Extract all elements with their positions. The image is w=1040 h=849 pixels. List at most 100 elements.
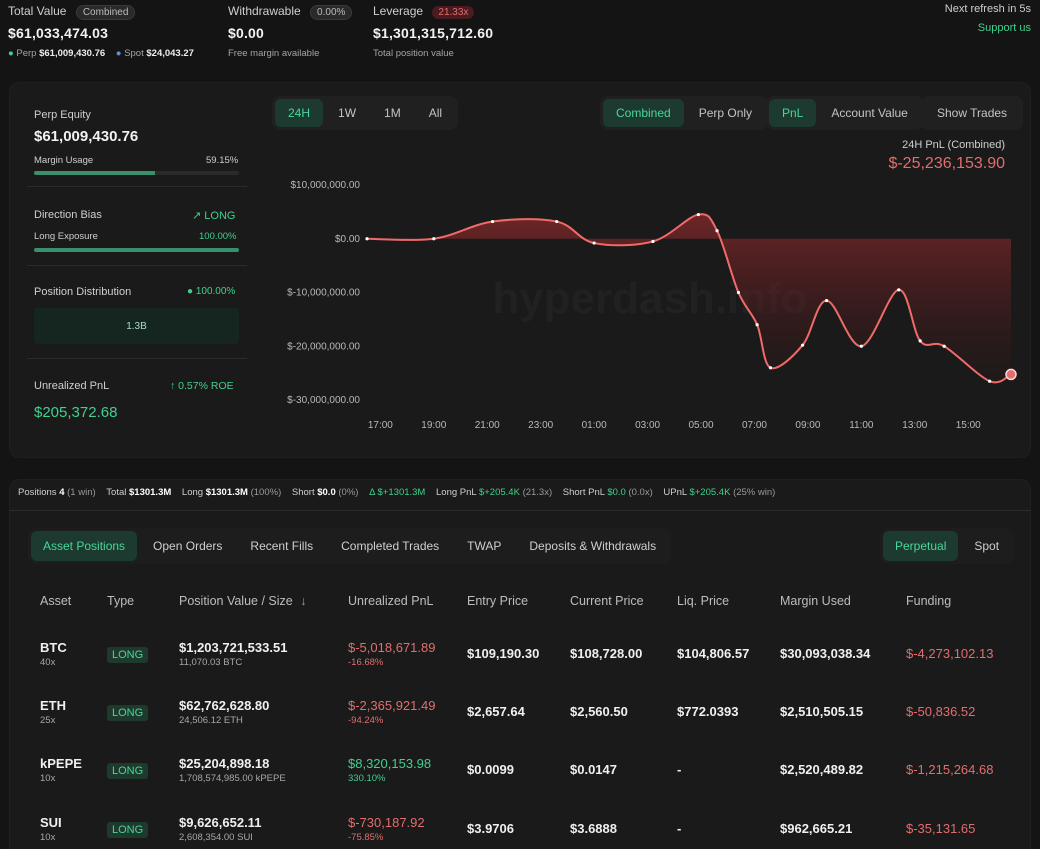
delta-label: Δ xyxy=(369,487,375,498)
metric-account-value-button[interactable]: Account Value xyxy=(831,106,908,120)
asset-symbol[interactable]: ETH xyxy=(40,698,66,713)
x-tick-label: 23:00 xyxy=(528,420,553,431)
leverage-block: Leverage 21.33x xyxy=(373,4,475,19)
col-funding[interactable]: Funding xyxy=(906,594,952,608)
x-tick-label: 09:00 xyxy=(795,420,820,431)
pnl-data-point xyxy=(365,237,369,241)
total-value-badge: Combined xyxy=(75,5,136,20)
refresh-countdown: Next refresh in 5s xyxy=(944,3,1031,15)
pnl-data-point xyxy=(942,344,946,348)
position-value: $25,204,898.18 xyxy=(179,756,270,771)
tab-completed-trades[interactable]: Completed Trades xyxy=(341,539,440,553)
col-unrealized-pnl[interactable]: Unrealized PnL xyxy=(348,594,434,608)
range-1m-button[interactable]: 1M xyxy=(384,106,401,120)
margin-usage-value: 59.15% xyxy=(206,155,239,166)
range-24h-button[interactable]: 24H xyxy=(275,99,324,127)
positions-count: 4 xyxy=(59,487,65,498)
tab-asset-positions[interactable]: Asset Positions xyxy=(31,531,138,561)
market-spot-button[interactable]: Spot xyxy=(974,539,1000,553)
divider xyxy=(27,358,247,359)
current-price: $3.6888 xyxy=(570,821,617,836)
col-asset[interactable]: Asset xyxy=(40,594,72,608)
long-exposure-bar xyxy=(34,248,239,252)
short-pnl-lev: (0.0x) xyxy=(628,487,653,498)
delta-value: $+1301.3M xyxy=(377,487,426,498)
direction-bias-value: LONG xyxy=(204,210,236,222)
total-value-block: Total Value Combined xyxy=(8,4,136,20)
positions-tabs: Asset Positions Open Orders Recent Fills… xyxy=(28,528,672,564)
pnl-data-point xyxy=(755,323,759,327)
unrealized-pnl-label: Unrealized PnL xyxy=(34,380,110,392)
margin-used: $962,665.21 xyxy=(780,821,853,836)
short-pnl-value: $0.0 xyxy=(607,487,626,498)
asset-leverage: 40x xyxy=(40,657,56,668)
range-1w-button[interactable]: 1W xyxy=(338,106,357,120)
col-liq-price[interactable]: Liq. Price xyxy=(677,594,730,608)
perp-equity-value: $61,009,430.76 xyxy=(34,128,139,145)
tab-recent-fills[interactable]: Recent Fills xyxy=(250,539,314,553)
metric-pnl-button[interactable]: PnL xyxy=(769,99,817,127)
col-margin-used[interactable]: Margin Used xyxy=(780,594,851,608)
range-all-button[interactable]: All xyxy=(428,106,443,120)
pnl-area-chart[interactable]: hyperdash.info $10,000,000.00$0.00$-10,0… xyxy=(270,170,1030,440)
tab-deposits-withdrawals[interactable]: Deposits & Withdrawals xyxy=(529,539,657,553)
roe-wrap: ↑ 0.57% ROE xyxy=(170,380,234,392)
position-distribution-label: Position Distribution xyxy=(34,286,132,298)
entry-price: $0.0099 xyxy=(467,762,514,777)
long-pnl-label: Long PnL xyxy=(436,487,477,498)
short-pct: (0%) xyxy=(338,487,359,498)
type-badge: LONG xyxy=(107,763,149,779)
positions-win: (1 win) xyxy=(67,487,96,498)
support-us-link[interactable]: Support us xyxy=(977,22,1031,34)
funding: $-50,836.52 xyxy=(906,704,976,719)
mode-combined-button[interactable]: Combined xyxy=(603,99,684,127)
liq-price: $772.0393 xyxy=(677,704,739,719)
distribution-bar[interactable]: 1.3B xyxy=(34,308,239,344)
position-distribution-value: 100.00% xyxy=(195,286,236,297)
type-badge: LONG xyxy=(107,647,149,663)
divider xyxy=(27,186,247,187)
x-tick-label: 01:00 xyxy=(582,420,607,431)
tab-open-orders[interactable]: Open Orders xyxy=(153,539,223,553)
col-position-value[interactable]: Position Value / Size ↓ xyxy=(179,594,306,608)
position-distribution-value-wrap: ● 100.00% xyxy=(187,286,235,297)
tab-twap[interactable]: TWAP xyxy=(467,539,502,553)
market-toggle: Perpetual Spot xyxy=(880,528,1015,564)
pnl-data-point xyxy=(592,241,596,245)
short-value: $0.0 xyxy=(317,487,336,498)
x-tick-label: 19:00 xyxy=(421,420,446,431)
col-type[interactable]: Type xyxy=(107,594,135,608)
pnl-data-point xyxy=(859,344,863,348)
total-value-label: Total Value xyxy=(8,4,67,18)
show-trades-button[interactable]: Show Trades xyxy=(937,106,1008,120)
long-pct: (100%) xyxy=(250,487,282,498)
mode-perp-only-button[interactable]: Perp Only xyxy=(698,106,753,120)
type-badge: LONG xyxy=(107,822,149,838)
spot-label: Spot xyxy=(124,48,144,59)
unrealized-pnl: $-2,365,921.49 xyxy=(348,698,436,713)
liq-price: - xyxy=(677,821,682,836)
long-label: Long xyxy=(181,487,204,498)
x-tick-label: 05:00 xyxy=(689,420,714,431)
perp-equity-label: Perp Equity xyxy=(34,109,91,121)
perp-label: Perp xyxy=(16,48,37,59)
col-entry-price[interactable]: Entry Price xyxy=(467,594,529,608)
leverage-value: $1,301,315,712.60 xyxy=(373,25,494,41)
margin-usage-fill xyxy=(34,171,156,175)
latest-point-marker[interactable] xyxy=(1005,368,1017,381)
withdrawable-block: Withdrawable 0.00% xyxy=(228,4,353,20)
x-axis: 17:00 19:00 21:00 23:00 01:00 03:00 05:00 07:00… xyxy=(368,420,981,431)
asset-symbol[interactable]: BTC xyxy=(40,640,67,655)
col-position-value-label: Position Value / Size xyxy=(179,594,293,608)
asset-symbol[interactable]: SUI xyxy=(40,815,62,830)
pnl-series-points xyxy=(365,212,1017,383)
market-perpetual-button[interactable]: Perpetual xyxy=(883,531,959,561)
type-badge: LONG xyxy=(107,705,149,721)
col-current-price[interactable]: Current Price xyxy=(570,594,644,608)
pnl-data-point xyxy=(736,290,741,295)
unrealized-pnl-value: $205,372.68 xyxy=(34,404,118,421)
asset-symbol[interactable]: kPEPE xyxy=(40,756,82,771)
total-value: $61,033,474.03 xyxy=(8,25,109,41)
positions-summary: Positions 4 (1 win) Total $1301.3M Long … xyxy=(18,487,775,498)
liq-price: $104,806.57 xyxy=(677,646,750,661)
